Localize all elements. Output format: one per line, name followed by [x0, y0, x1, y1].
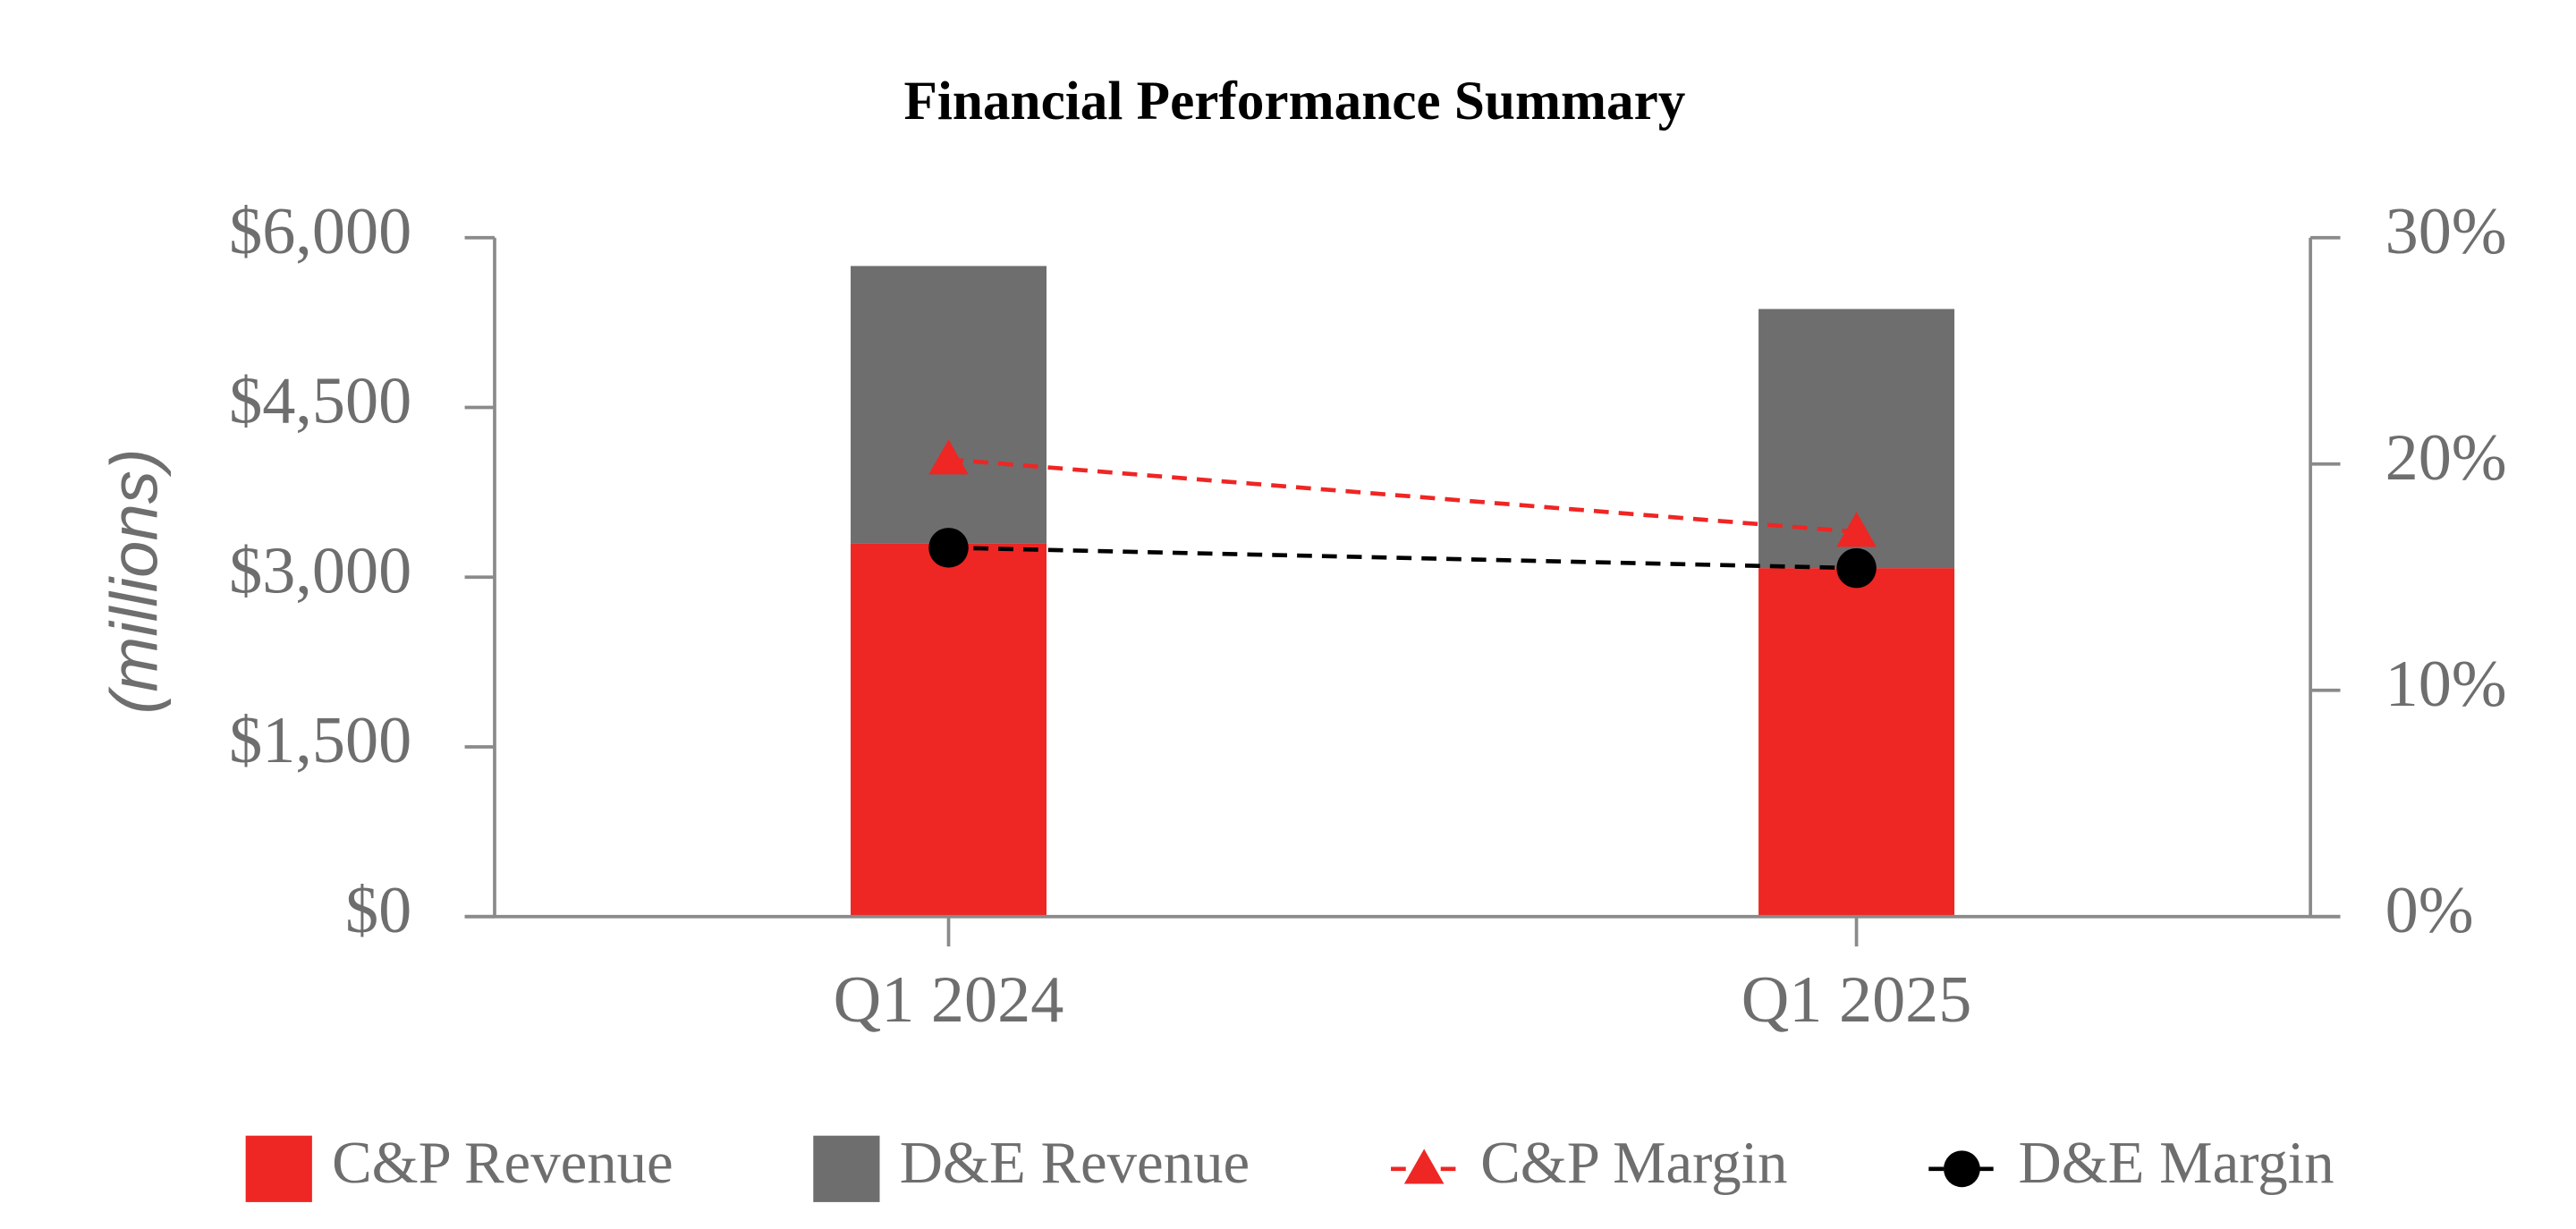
- bar: [851, 543, 1046, 917]
- line: [948, 546, 1857, 571]
- legend-swatch: [245, 1135, 312, 1202]
- bar: [1758, 568, 1955, 917]
- y-tick-label: $1,500: [229, 704, 411, 777]
- line: [948, 457, 1857, 534]
- x-tick-label: Q1 2024: [834, 963, 1064, 1037]
- legend-marker: [1403, 1148, 1445, 1184]
- circle-marker: [1836, 547, 1877, 589]
- y-tick-label: $3,000: [229, 534, 411, 607]
- y2-tick-label: 30%: [2385, 195, 2507, 268]
- circle-marker: [928, 528, 969, 568]
- y2-tick-label: 20%: [2385, 421, 2507, 495]
- legend-label: C&P Revenue: [332, 1130, 674, 1196]
- y-tick-label: $4,500: [229, 365, 411, 438]
- legend-marker: [1943, 1150, 1980, 1188]
- y2-tick-label: 0%: [2385, 874, 2474, 947]
- y2-tick-label: 10%: [2385, 648, 2507, 721]
- bar: [851, 266, 1046, 544]
- chart-title: Financial Performance Summary: [903, 71, 1685, 131]
- legend-label: D&E Margin: [2018, 1130, 2334, 1196]
- legend-label: C&P Margin: [1480, 1130, 1787, 1196]
- x-tick-label: Q1 2025: [1741, 963, 1972, 1037]
- legend-label: D&E Revenue: [900, 1130, 1250, 1196]
- legend-swatch: [813, 1135, 880, 1202]
- y-axis-title: (millions): [97, 448, 171, 714]
- triangle-marker: [1836, 512, 1877, 547]
- triangle-marker: [928, 439, 969, 475]
- y-tick-label: $6,000: [229, 195, 411, 268]
- y-tick-label: $0: [345, 874, 411, 947]
